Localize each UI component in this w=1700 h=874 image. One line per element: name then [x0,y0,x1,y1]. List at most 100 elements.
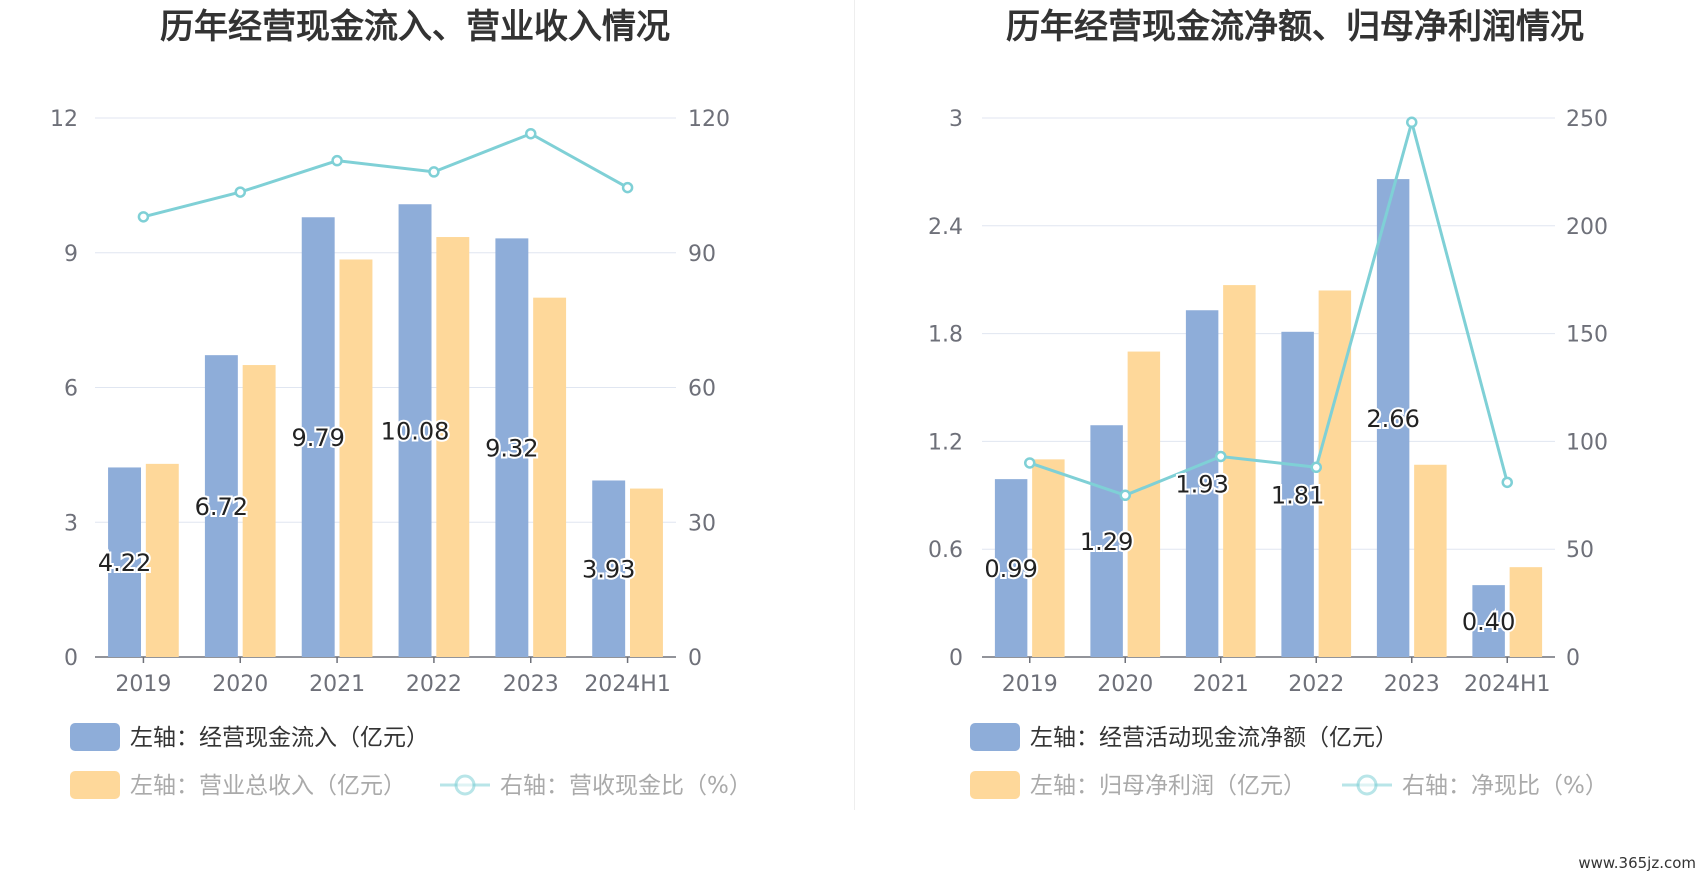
line-point [1119,489,1131,502]
line-point [331,154,343,167]
legend-swatch [970,771,1020,799]
left-tick-label: 1.2 [928,430,963,455]
category-label: 2019 [1002,672,1058,697]
legend-swatch [970,723,1020,751]
left-tick-label: 1.8 [928,323,963,348]
line-point [234,186,246,198]
bar-series1 [1090,425,1123,657]
data-label: 2.66 [1366,405,1419,433]
left-tick-label: 0.6 [928,538,963,563]
bar-series1 [1281,331,1314,657]
data-label: 9.79 [291,424,344,452]
data-label: 1.93 [1175,471,1228,499]
right-tick-label: 100 [1566,430,1608,455]
bar-series2 [1509,567,1543,657]
right-tick-label: 50 [1566,538,1594,563]
legend-swatch [70,771,120,799]
legend-label: 左轴：营业总收入（亿元） [130,773,406,799]
left-tick-label: 6 [64,377,78,402]
watermark: www.365jz.com [1578,854,1696,872]
bar-series2 [145,463,179,657]
legend-label: 左轴：归母净利润（亿元） [1030,773,1306,799]
right-tick-label: 120 [688,107,730,132]
category-label: 2024H1 [584,672,671,697]
legend-line-marker [454,774,476,796]
left-tick-label: 9 [64,242,78,267]
category-label: 2022 [406,672,462,697]
chart-title: 历年经营现金流入、营业收入情况 [160,7,670,47]
bar-series2 [436,237,470,657]
bar-series2 [630,488,663,657]
category-label: 2023 [503,672,559,697]
bar-series1 [1376,179,1410,657]
data-label: 0.40 [1462,608,1515,636]
bar-series2 [1318,290,1352,657]
category-label: 2023 [1384,672,1440,697]
left-tick-label: 3 [949,107,963,132]
bar-series1 [301,217,335,657]
line-series3 [143,132,629,219]
right-tick-label: 250 [1566,107,1608,132]
line-point [428,166,440,178]
chart-title: 历年经营现金流净额、归母净利润情况 [1006,7,1584,47]
bar-series2 [1223,285,1256,657]
line-series3 [1029,116,1509,497]
bar-series2 [339,259,373,657]
data-label: 1.29 [1080,528,1133,556]
line-point [525,127,537,140]
category-label: 2019 [115,672,171,697]
bar-series1 [1185,310,1219,657]
data-label: 6.72 [195,493,248,521]
right-tick-label: 30 [688,511,716,536]
bar-series2 [1127,351,1161,657]
right-tick-label: 90 [688,242,716,267]
data-label: 10.08 [381,418,450,446]
left-tick-label: 2.4 [928,215,963,240]
legend-label: 右轴：净现比（%） [1402,773,1608,799]
legend-label: 右轴：营收现金比（%） [500,773,752,799]
line-point [621,181,634,194]
category-label: 2021 [309,672,365,697]
legend-line-marker [1356,774,1378,796]
left-tick-label: 3 [64,511,78,536]
bar-series1 [204,355,238,657]
data-label: 3.93 [582,556,635,584]
chart-panel-2: 历年经营现金流净额、归母净利润情况 0 0 0.6 50 1.2 100 1.8 150 2.4 2… [928,7,1608,799]
left-tick-label: 0 [949,646,963,671]
data-label: 9.32 [485,435,538,463]
bar-series2 [533,297,567,657]
left-tick-label: 0 [64,646,78,671]
chart-panel-1: 历年经营现金流入、营业收入情况 0 0 3 30 6 60 9 90 12 120 2019 2020 2… [50,7,752,799]
data-label: 1.81 [1271,481,1324,509]
bar-series1 [108,467,141,657]
line-point [1310,461,1322,474]
left-tick-label: 12 [50,107,78,132]
bar-series1 [1472,585,1505,657]
line-point [1406,116,1418,129]
category-label: 2020 [212,672,268,697]
bar-series1 [398,204,432,658]
line-point [1215,450,1227,463]
line-point [1501,476,1513,489]
right-tick-label: 0 [688,646,702,671]
right-tick-label: 150 [1566,323,1608,348]
bar-series1 [592,480,626,657]
bar-series2 [242,365,276,657]
bar-series2 [1032,459,1065,657]
right-tick-label: 0 [1566,646,1580,671]
legend-label: 左轴：经营活动现金流净额（亿元） [1030,725,1398,751]
category-label: 2021 [1193,672,1249,697]
legend-swatch [70,723,120,751]
right-tick-label: 200 [1566,215,1608,240]
panel-divider [854,0,855,810]
data-label: 0.99 [984,555,1037,583]
data-label: 4.22 [98,549,151,577]
bar-series1 [495,238,529,658]
line-point [1024,457,1036,469]
legend-label: 左轴：经营现金流入（亿元） [130,725,429,751]
bar-series1 [994,479,1028,657]
right-tick-label: 60 [688,377,716,402]
category-label: 2024H1 [1464,672,1551,697]
bar-series2 [1414,464,1447,657]
